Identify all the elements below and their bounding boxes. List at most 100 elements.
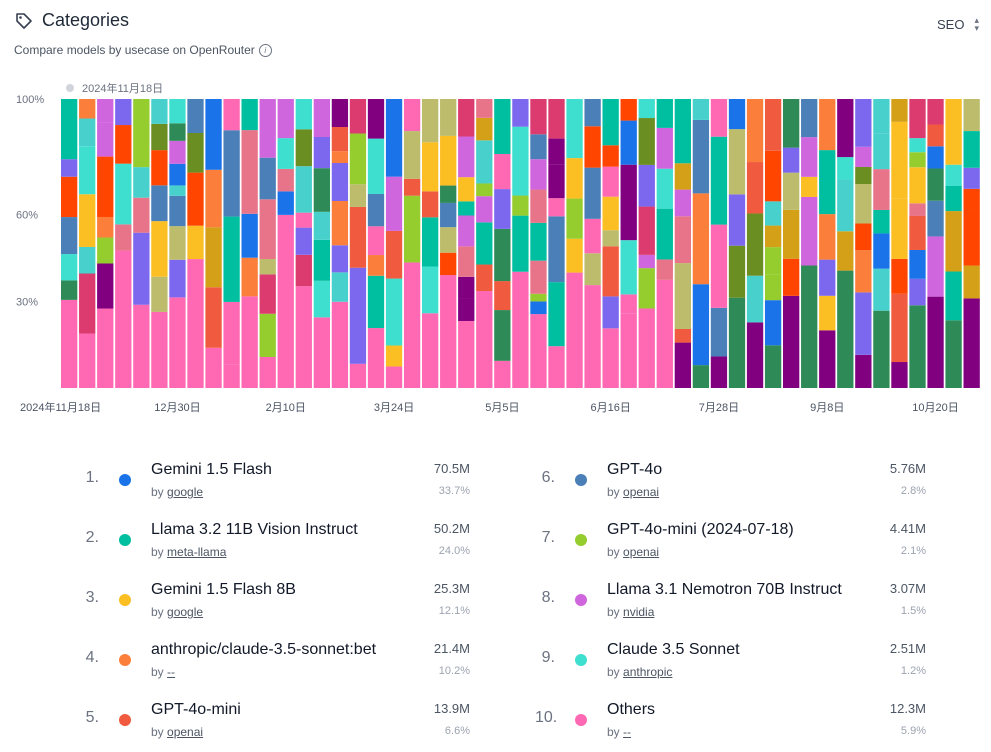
model-author-link[interactable]: openai [623, 485, 660, 499]
bar-segment [764, 345, 782, 388]
model-author-link[interactable]: google [167, 485, 204, 499]
bar-segment [440, 275, 457, 388]
model-color-swatch [119, 474, 131, 486]
bar-segment [97, 237, 114, 264]
model-author-link[interactable]: -- [167, 665, 176, 679]
model-token-count: 50.2M [433, 521, 470, 536]
bar-segment [494, 360, 511, 388]
model-name[interactable]: Llama 3.2 11B Vision Instruct [151, 521, 358, 538]
bar-segment [367, 193, 385, 227]
bar-segment [819, 259, 836, 296]
model-row[interactable]: 1. Gemini 1.5 Flash by google 70.5M 33.7% [79, 455, 470, 505]
bar-segment [440, 185, 457, 203]
bar-segment [151, 123, 168, 151]
bar-segment [205, 287, 222, 348]
bar-segment [295, 254, 312, 287]
model-row[interactable]: 4. anthropic/claude-3.5-sonnet:bet by -- 21… [79, 635, 470, 685]
bar-segment [891, 99, 908, 122]
model-name[interactable]: GPT-4o-mini (2024-07-18) [607, 521, 794, 538]
bar-segment [602, 296, 619, 329]
bar-segment [927, 146, 944, 169]
bar-segment [331, 301, 349, 388]
bar-segment [873, 169, 890, 210]
bar-segment [548, 138, 565, 165]
model-name[interactable]: Llama 3.1 Nemotron 70B Instruct [607, 581, 842, 598]
bar-segment [891, 121, 908, 199]
model-row[interactable]: 9. Claude 3.5 Sonnet by anthropic 2.51M 1.2% [535, 635, 926, 685]
model-row[interactable]: 7. GPT-4o-mini (2024-07-18) by openai 4.41M… [535, 515, 926, 565]
model-author-link[interactable]: meta-llama [167, 545, 227, 559]
bar-segment [674, 342, 691, 388]
bar-segment [837, 157, 854, 180]
bar-segment [169, 185, 186, 196]
by-label: by [151, 665, 164, 679]
bar-segment [61, 217, 78, 255]
bar-segment [241, 213, 258, 258]
y-tick-label: 30% [16, 296, 38, 308]
bar-segment [801, 137, 818, 177]
model-row[interactable]: 10. Others by -- 12.3M 5.9% [535, 695, 926, 745]
bar-segment [764, 300, 782, 346]
bar-segment [638, 206, 655, 255]
bar-segment [187, 172, 204, 226]
bar-segment [169, 226, 186, 260]
bar-segment [385, 366, 403, 388]
bar-segment [855, 146, 872, 167]
model-author-link[interactable]: google [167, 605, 204, 619]
bar-segment [259, 356, 276, 388]
model-share-percent: 1.2% [900, 665, 926, 677]
bar-segment [909, 203, 926, 216]
bar-segment [205, 169, 222, 228]
bar-segment [891, 258, 908, 294]
bar-segment [620, 313, 637, 388]
bar-segment [963, 131, 980, 168]
model-author-link[interactable]: openai [167, 725, 204, 739]
model-row[interactable]: 2. Llama 3.2 11B Vision Instruct by meta-l… [79, 515, 470, 565]
model-row[interactable]: 8. Llama 3.1 Nemotron 70B Instruct by nvid… [535, 575, 926, 625]
model-name[interactable]: Gemini 1.5 Flash [151, 461, 272, 478]
model-name[interactable]: Others [607, 701, 656, 718]
model-author-link[interactable]: -- [623, 725, 632, 739]
bar-segment [548, 346, 565, 388]
bar-segment [837, 99, 854, 158]
bar-segment [927, 124, 944, 147]
model-author-link[interactable]: anthropic [623, 665, 673, 679]
bar-segment [873, 268, 890, 311]
bar-segment [764, 225, 782, 248]
info-icon[interactable]: i [258, 43, 272, 57]
y-tick-label: 100% [16, 94, 44, 106]
bar-segment [566, 272, 583, 388]
model-color-swatch [575, 714, 587, 726]
model-row[interactable]: 5. GPT-4o-mini by openai 13.9M 6.6% [79, 695, 470, 745]
bar-segment [97, 122, 114, 157]
bar-segment [97, 216, 114, 238]
bar-segment [97, 156, 114, 217]
model-author-link[interactable]: openai [623, 545, 660, 559]
bar-segment [458, 136, 475, 178]
bar-segment [313, 239, 330, 281]
model-name[interactable]: GPT-4o-mini [151, 701, 241, 718]
bar-segment [909, 305, 926, 388]
bar-segment [674, 328, 691, 343]
model-name[interactable]: GPT-4o [607, 461, 663, 478]
model-row[interactable]: 3. Gemini 1.5 Flash 8B by google 25.3M 12.1% [79, 575, 470, 625]
bar-segment [259, 313, 276, 357]
bar-segment [458, 276, 475, 299]
bar-segment [584, 253, 601, 286]
model-row[interactable]: 6. GPT-4o by openai 5.76M 2.8% [535, 455, 926, 505]
bar-segment [205, 227, 222, 288]
model-author-line: by anthropic [607, 665, 672, 679]
bar-segment [620, 120, 637, 165]
category-select[interactable]: SEO ▴ ▾ [937, 16, 979, 33]
model-name[interactable]: Claude 3.5 Sonnet [607, 641, 740, 658]
model-name[interactable]: anthropic/claude-3.5-sonnet:bet [151, 641, 377, 658]
bar-segment [656, 279, 673, 388]
model-name[interactable]: Gemini 1.5 Flash 8B [151, 581, 296, 598]
bar-segment [151, 99, 168, 124]
bar-segment [909, 138, 926, 153]
model-author-line: by openai [151, 725, 203, 739]
by-label: by [607, 605, 620, 619]
bar-segment [313, 137, 330, 169]
model-token-count: 5.76M [889, 461, 926, 476]
model-author-link[interactable]: nvidia [623, 605, 655, 619]
